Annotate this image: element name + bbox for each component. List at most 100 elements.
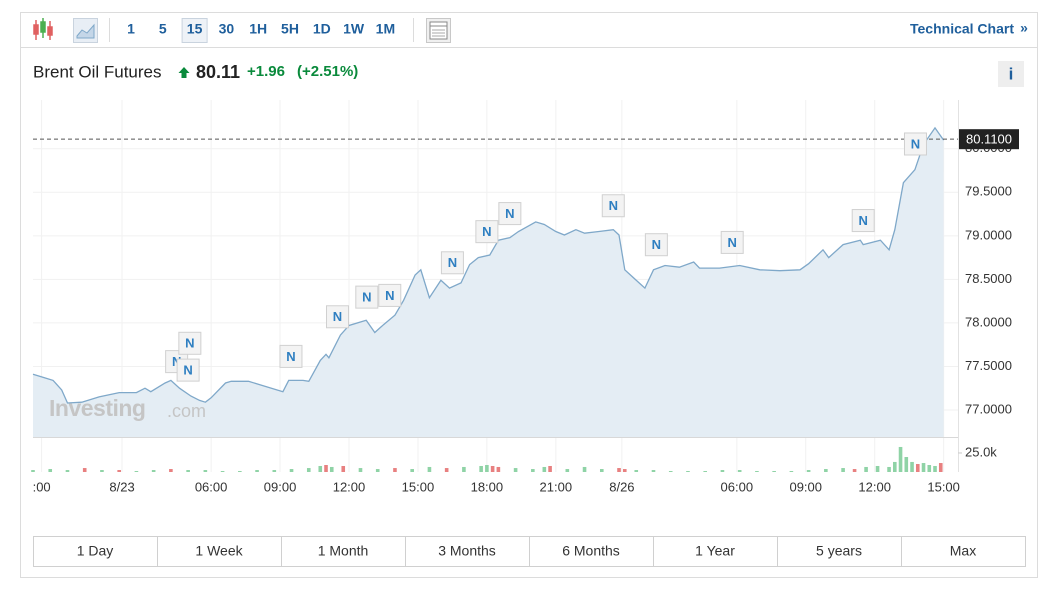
news-marker-label[interactable]: N [286,349,295,364]
x-tick-label: 15:00 [927,479,960,494]
volume-bar [186,470,190,472]
volume-bar [599,469,604,472]
news-marker[interactable] [720,230,744,254]
x-tick-label: 09:00 [789,479,822,494]
technical-chart-link[interactable]: Technical Chart [910,21,1014,37]
news-marker-label[interactable]: N [385,288,394,303]
news-marker-label[interactable]: N [911,136,920,151]
volume-bar [48,469,53,472]
news-marker-label[interactable]: N [362,290,371,305]
x-tick-label: 09:00 [264,479,297,494]
info-icon[interactable]: i [1009,64,1014,83]
news-marker[interactable] [326,305,350,329]
volume-bar [806,470,811,472]
news-marker[interactable] [378,283,402,307]
watermark-brand: Investing [49,395,145,421]
volume-bar [65,470,70,472]
link-arrow[interactable]: » [1020,20,1028,36]
interval-button[interactable]: 15 [187,21,203,37]
interval-button[interactable]: 30 [219,21,235,37]
news-marker[interactable] [498,202,522,226]
range-label[interactable]: 5 years [816,543,862,559]
news-marker-label[interactable]: N [185,336,194,351]
range-label[interactable]: 1 Day [77,543,114,559]
instrument-name: Brent Oil Futures [33,62,162,81]
price-change: +1.96 [247,63,285,80]
range-button[interactable] [157,536,282,567]
range-label[interactable]: 1 Month [318,543,369,559]
x-tick-label: 06:00 [195,479,228,494]
range-label[interactable]: 1 Year [695,543,735,559]
range-label[interactable]: Max [950,543,976,559]
volume-bar [617,468,621,472]
volume-bar [737,470,742,472]
news-marker[interactable] [851,209,875,233]
interval-button[interactable]: 1H [249,21,267,37]
volume-bar [329,466,334,472]
interval-button[interactable]: 1D [313,21,331,37]
volume-bar [893,461,897,472]
volume-bar [634,470,639,472]
x-tick-label: 12:00 [333,479,366,494]
volume-bar [875,465,880,472]
x-tick-label: 18:00 [471,479,504,494]
news-marker-label[interactable]: N [859,213,868,228]
interval-button[interactable]: 5 [159,21,167,37]
news-marker-label[interactable]: N [448,255,457,270]
range-label[interactable]: 6 Months [562,543,620,559]
volume-bar [238,471,242,472]
news-marker[interactable] [644,233,668,257]
y-tick-label: 78.0000 [965,314,1012,329]
volume-bar [220,471,225,472]
news-marker[interactable] [176,358,200,382]
interval-button[interactable]: 1M [376,21,395,37]
range-label[interactable]: 1 Week [195,543,243,559]
line-icon[interactable] [73,18,98,43]
volume-bar [915,464,920,472]
volume-bar [904,457,909,472]
price-line [32,126,945,404]
news-marker-label[interactable]: N [482,224,491,239]
news-marker[interactable] [178,331,202,355]
y-tick-label: 79.5000 [965,184,1012,199]
news-marker-label[interactable]: N [183,363,192,378]
news-marker[interactable] [475,220,499,244]
volume-bar [938,463,943,472]
interval-button[interactable]: 1W [343,21,365,37]
volume-bar [668,471,673,472]
volume-bar [100,470,104,472]
layout-icon[interactable] [426,18,451,43]
volume-bar [513,468,518,472]
x-tick-label: :00 [33,479,51,494]
interval-button[interactable]: 5H [281,21,299,37]
news-marker-label[interactable]: N [728,235,737,250]
volume-bar [824,469,828,472]
news-marker[interactable] [440,251,464,275]
news-marker[interactable] [903,132,927,156]
chart: 77.0000 77.5000 78.0000 78.5000 79.0000 79.50… [31,100,1019,494]
volume-bar [462,466,466,472]
candle-icon[interactable] [33,18,53,40]
volume-bar [720,470,725,472]
news-marker-label[interactable]: N [505,206,514,221]
news-marker[interactable] [355,285,379,309]
news-marker-label[interactable]: N [652,237,661,252]
range-label[interactable]: 3 Months [438,543,496,559]
volume-bar [203,470,208,472]
volume-bar [772,471,776,472]
range-button[interactable] [901,536,1026,567]
selected-interval[interactable] [181,18,208,43]
news-marker-label[interactable]: N [333,309,342,324]
news-marker[interactable] [601,194,625,218]
volume-bar [703,471,708,472]
volume-bar [789,471,794,472]
news-marker-label[interactable]: N [609,198,618,213]
volume-bar [755,471,759,472]
volume-bar [927,465,932,472]
watermark-suffix: .com [167,401,206,421]
volume-bar [686,471,690,472]
y-tick-label: 78.5000 [965,271,1012,286]
interval-button[interactable]: 1 [127,21,135,37]
news-marker[interactable] [279,344,303,368]
info-button[interactable] [998,61,1024,87]
